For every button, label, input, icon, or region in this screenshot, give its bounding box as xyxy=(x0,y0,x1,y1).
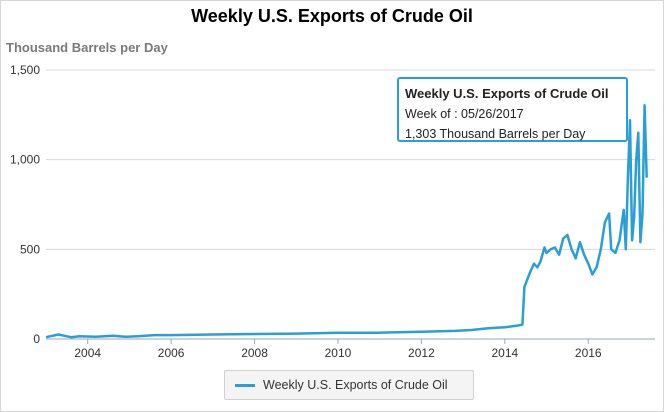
chart-legend[interactable]: Weekly U.S. Exports of Crude Oil xyxy=(224,370,474,400)
x-tick-label: 2008 xyxy=(241,346,268,360)
x-tick-label: 2010 xyxy=(325,346,352,360)
x-tick-label: 2012 xyxy=(408,346,435,360)
tooltip-value: 1,303 Thousand Barrels per Day xyxy=(405,127,586,141)
x-axis-ticks: 2004 2006 2008 2010 2012 2014 2016 xyxy=(74,339,602,360)
chart-title: Weekly U.S. Exports of Crude Oil xyxy=(191,6,473,26)
tooltip-title: Weekly U.S. Exports of Crude Oil xyxy=(405,86,609,101)
series-group xyxy=(45,104,648,339)
series-line[interactable] xyxy=(45,104,648,339)
y-tick-label: 1,000 xyxy=(10,153,40,167)
legend-swatch xyxy=(235,383,255,387)
y-axis-ticks: 0 500 1,000 1,500 xyxy=(10,63,40,346)
legend-label: Weekly U.S. Exports of Crude Oil xyxy=(263,378,448,392)
x-tick-label: 2006 xyxy=(158,346,185,360)
y-tick-label: 0 xyxy=(33,332,40,346)
x-tick-label: 2004 xyxy=(74,346,101,360)
y-tick-label: 1,500 xyxy=(10,63,40,77)
y-axis-label: Thousand Barrels per Day xyxy=(6,40,168,55)
data-tooltip: Weekly U.S. Exports of Crude Oil Week of… xyxy=(397,77,628,142)
x-tick-label: 2014 xyxy=(491,346,518,360)
tooltip-date: Week of : 05/26/2017 xyxy=(405,107,524,121)
x-tick-label: 2016 xyxy=(575,346,602,360)
y-tick-label: 500 xyxy=(20,242,40,256)
